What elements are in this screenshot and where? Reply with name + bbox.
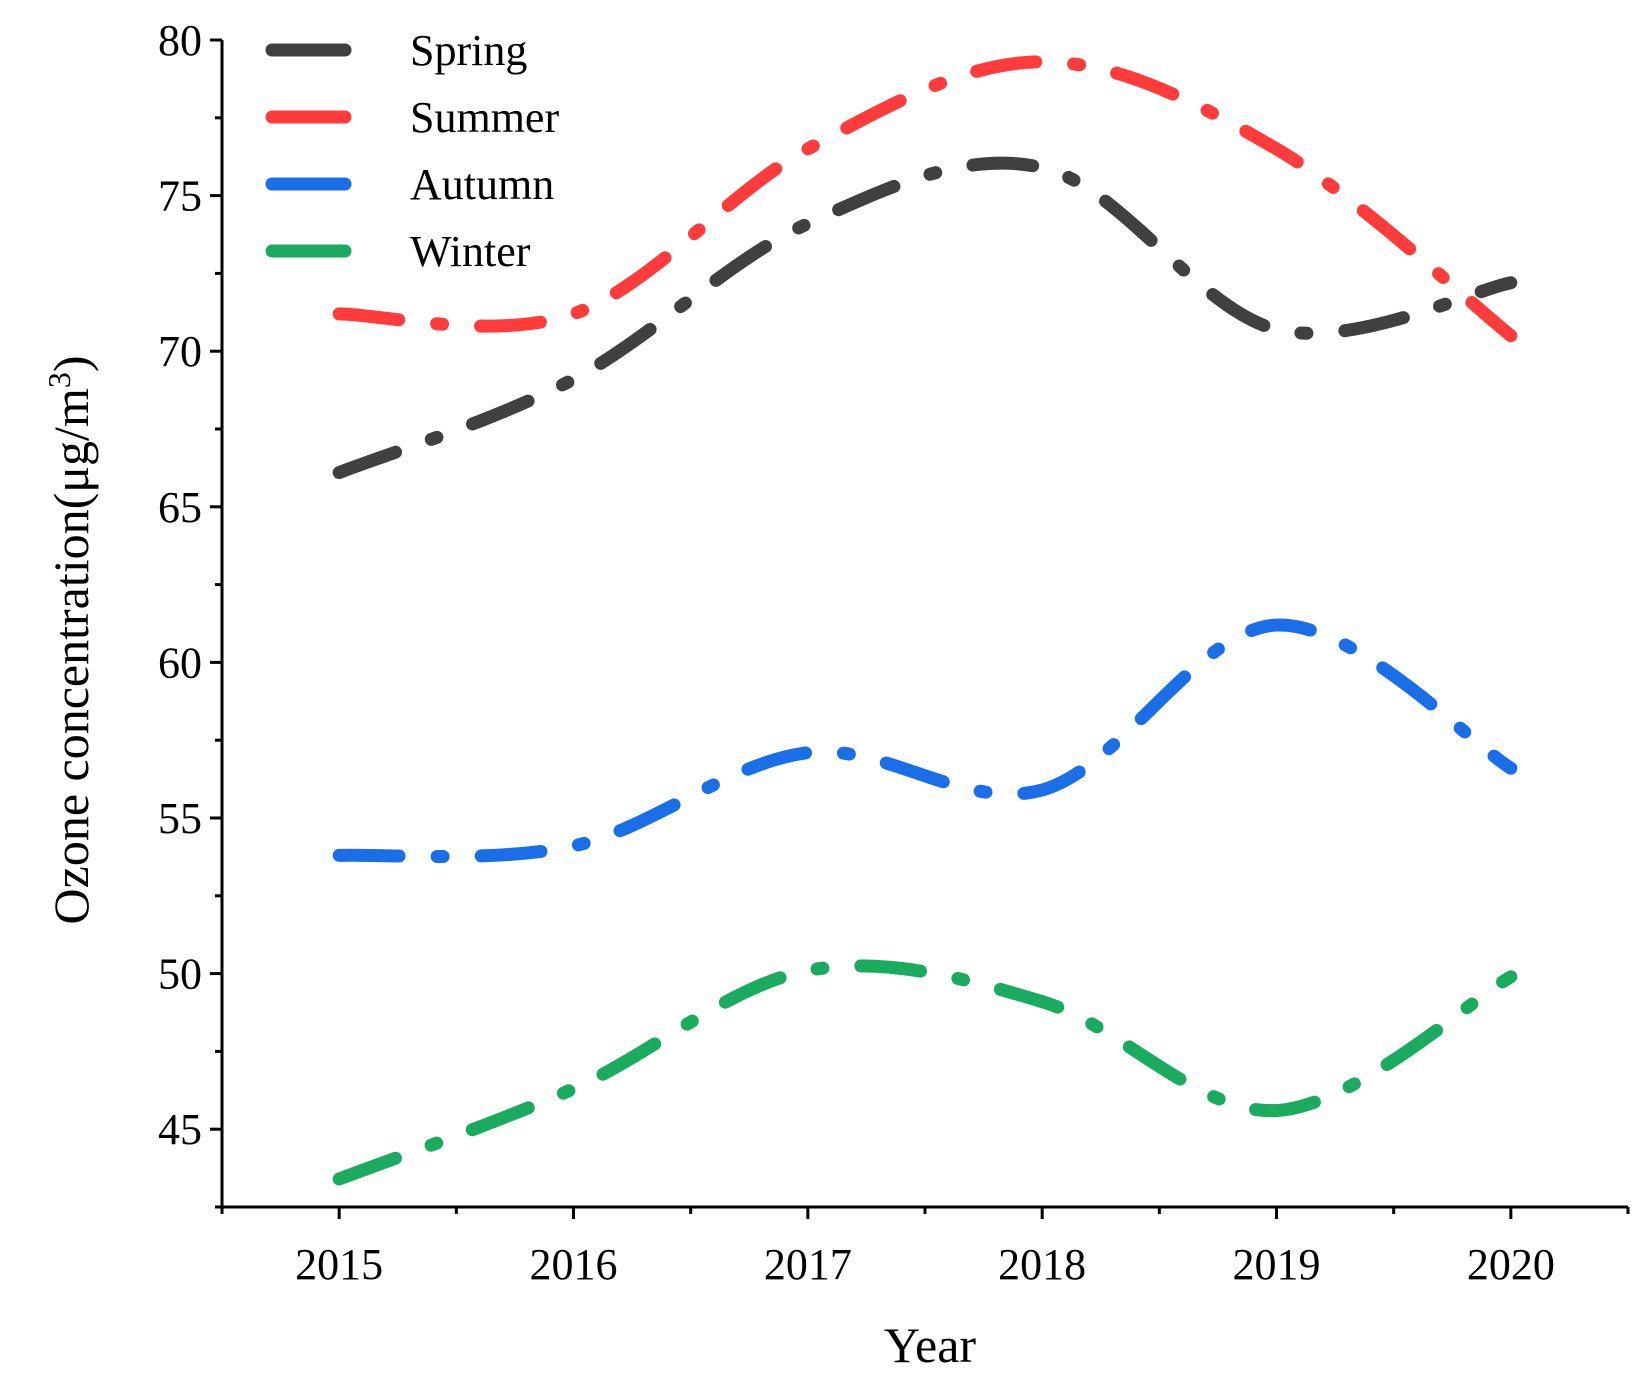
- y-tick-label: 60: [158, 638, 202, 687]
- series-line-spring: [332, 156, 1518, 480]
- x-tick-label: 2019: [1233, 1240, 1321, 1289]
- x-ticks: 2015 2016 2017 2018 2019 2020: [220, 1207, 1630, 1289]
- y-tick-label: 65: [158, 483, 202, 532]
- series-layer: [332, 55, 1518, 1186]
- y-tick-label: 45: [158, 1105, 202, 1154]
- y-tick-label: 80: [158, 16, 202, 65]
- series-line-autumn: [332, 618, 1518, 864]
- y-axis-title-main: Ozone concentration(μg/m: [43, 388, 99, 924]
- legend-label-summer: Summer: [410, 93, 559, 142]
- x-tick-label: 2015: [295, 1240, 383, 1289]
- y-axis-title-close: ): [43, 356, 99, 373]
- y-tick-label: 75: [158, 172, 202, 221]
- y-tick-label: 55: [158, 794, 202, 843]
- y-axis-title: Ozone concentration(μg/m3): [41, 356, 99, 925]
- x-tick-label: 2017: [764, 1240, 852, 1289]
- legend: Spring Summer Autumn Winter: [265, 26, 559, 276]
- series-line-summer: [332, 55, 1518, 343]
- y-axis-title-superscript: 3: [41, 372, 77, 388]
- legend-label-autumn: Autumn: [410, 160, 554, 209]
- y-ticks: 45 50 55 60 65 70 75 80: [158, 16, 222, 1209]
- axes: [220, 40, 1628, 1209]
- y-tick-label: 70: [158, 327, 202, 376]
- x-tick-label: 2016: [530, 1240, 618, 1289]
- legend-label-spring: Spring: [410, 26, 527, 75]
- x-tick-label: 2020: [1467, 1240, 1555, 1289]
- y-tick-label: 50: [158, 950, 202, 999]
- series-line-winter: [332, 959, 1518, 1186]
- x-axis-title: Year: [884, 1317, 976, 1373]
- legend-label-winter: Winter: [410, 227, 531, 276]
- x-tick-label: 2018: [998, 1240, 1086, 1289]
